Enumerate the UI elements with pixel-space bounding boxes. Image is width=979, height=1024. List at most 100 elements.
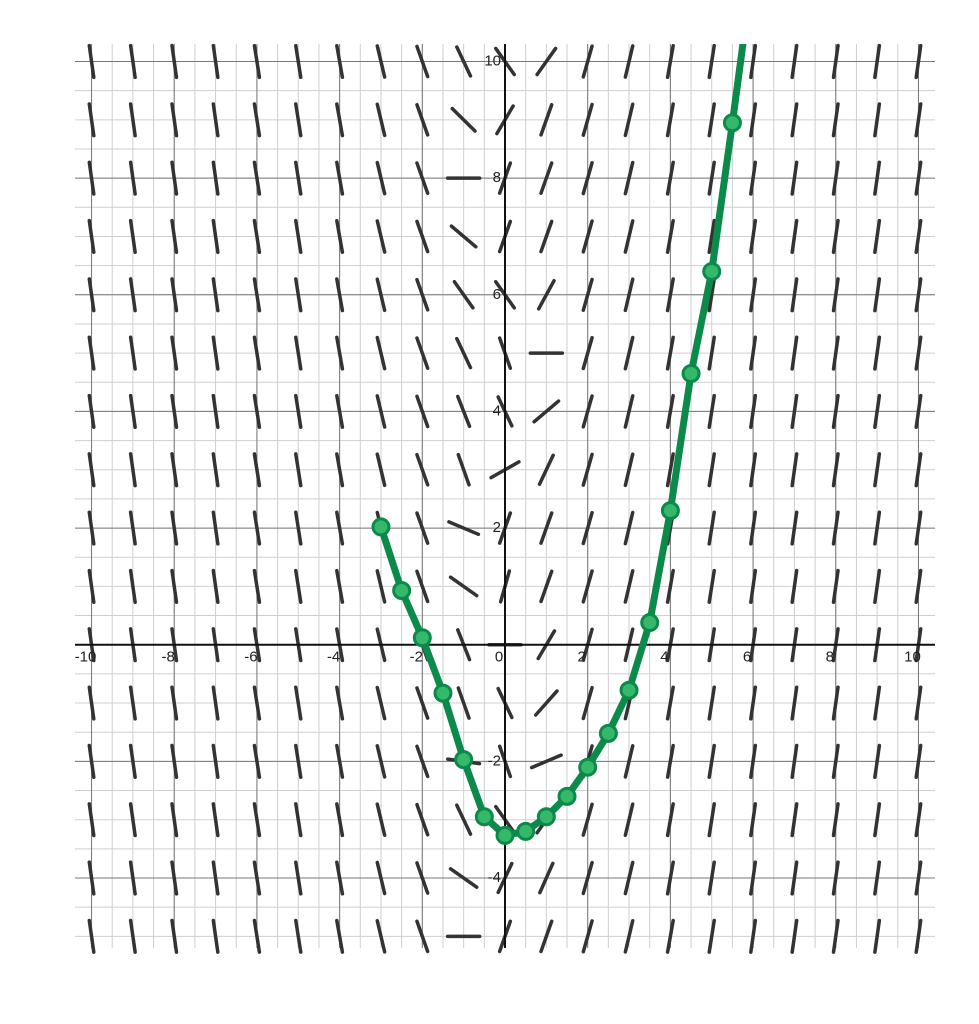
slope-segment	[211, 860, 220, 896]
slope-segment	[170, 743, 179, 779]
slope-segment	[87, 335, 96, 371]
slope-segment	[873, 568, 882, 604]
slope-segment	[623, 452, 635, 488]
slope-segment	[873, 452, 882, 488]
slope-segment	[87, 510, 96, 546]
slope-segment	[87, 102, 96, 138]
slope-segment	[128, 277, 137, 313]
slope-segment	[335, 802, 345, 838]
slope-segment	[375, 452, 387, 488]
slope-segment	[170, 918, 179, 954]
slope-segment	[375, 219, 387, 254]
slope-segment	[452, 279, 475, 310]
slope-segment	[128, 743, 137, 779]
slope-segment	[128, 860, 137, 896]
slope-segment	[211, 43, 220, 80]
slope-segment	[252, 860, 262, 896]
slope-segment	[170, 568, 179, 604]
x-tick-label: 6	[743, 649, 751, 666]
slope-segment	[456, 686, 471, 720]
x-tick-label: 10	[904, 649, 921, 666]
slope-segment	[914, 335, 923, 371]
slope-segment	[87, 743, 96, 779]
slope-segment	[375, 277, 387, 313]
slope-segment	[914, 43, 923, 80]
curve-point	[495, 825, 515, 845]
slope-segment	[294, 568, 303, 604]
slope-segment	[873, 510, 882, 546]
slope-segment	[252, 743, 262, 779]
slope-segment	[749, 43, 758, 80]
slope-segment	[831, 335, 840, 371]
slope-segment	[415, 219, 430, 254]
y-tick-label: 6	[493, 286, 501, 303]
slope-segment	[749, 685, 758, 721]
slope-segment	[914, 102, 923, 138]
slope-segment	[170, 218, 179, 255]
slope-segment	[456, 394, 472, 429]
slope-segment	[335, 568, 345, 604]
y-tick-label: 4	[493, 402, 501, 419]
slope-segment	[415, 336, 430, 370]
slope-segment	[831, 160, 840, 196]
slope-segment	[211, 277, 220, 313]
slope-segment	[252, 802, 262, 838]
slope-segment	[831, 452, 840, 488]
slope-segment	[707, 802, 716, 838]
slope-segment	[831, 568, 840, 604]
slope-segment	[749, 918, 758, 954]
slope-segment	[873, 277, 882, 313]
slope-segment	[87, 43, 96, 80]
slope-segment	[831, 743, 840, 779]
slope-segment	[170, 160, 179, 196]
curve-point	[557, 786, 577, 806]
curve-point	[660, 501, 680, 521]
slope-segment	[252, 335, 262, 371]
slope-segment	[749, 860, 758, 896]
slope-segment	[914, 218, 923, 255]
slope-segment	[170, 277, 179, 313]
slope-segment	[581, 452, 594, 487]
slope-segment	[581, 102, 594, 137]
slope-segment	[831, 918, 840, 954]
slope-segment	[831, 102, 840, 138]
slope-segment	[873, 802, 882, 838]
slope-segment	[335, 452, 345, 488]
curve-point	[536, 807, 556, 827]
slope-segment	[538, 861, 555, 895]
slope-segment	[707, 510, 716, 546]
slope-segment	[170, 510, 179, 546]
slope-segment	[335, 918, 345, 954]
slope-segment	[128, 685, 137, 721]
slope-segment	[914, 685, 923, 721]
slope-segment	[294, 918, 303, 954]
slope-segment	[335, 743, 345, 779]
slope-segment	[252, 218, 262, 255]
slope-segment	[914, 277, 923, 313]
slope-segment	[252, 510, 262, 546]
slope-segment	[790, 277, 799, 313]
slope-segment	[831, 685, 840, 721]
slope-segment	[623, 219, 635, 254]
x-tick-label: -10	[75, 649, 97, 666]
slope-segment	[375, 685, 387, 721]
axes	[75, 44, 935, 948]
slope-segment	[539, 569, 554, 604]
y-tick-label: -4	[488, 869, 501, 886]
slope-segment	[665, 743, 675, 779]
slope-segment	[581, 510, 594, 546]
slope-segment	[665, 102, 675, 138]
slope-segment	[294, 510, 303, 546]
slope-segment	[665, 802, 675, 838]
slope-segment	[749, 218, 758, 255]
slope-segment	[87, 277, 96, 313]
slope-segment	[128, 452, 137, 488]
slope-segment	[456, 452, 471, 487]
slope-segment	[623, 919, 635, 954]
y-tick-label: -2	[488, 752, 501, 769]
slope-segment	[415, 277, 430, 312]
slope-segment	[665, 335, 675, 371]
slope-segment	[623, 802, 635, 838]
slope-segment	[831, 802, 840, 838]
slope-segment	[211, 918, 220, 954]
